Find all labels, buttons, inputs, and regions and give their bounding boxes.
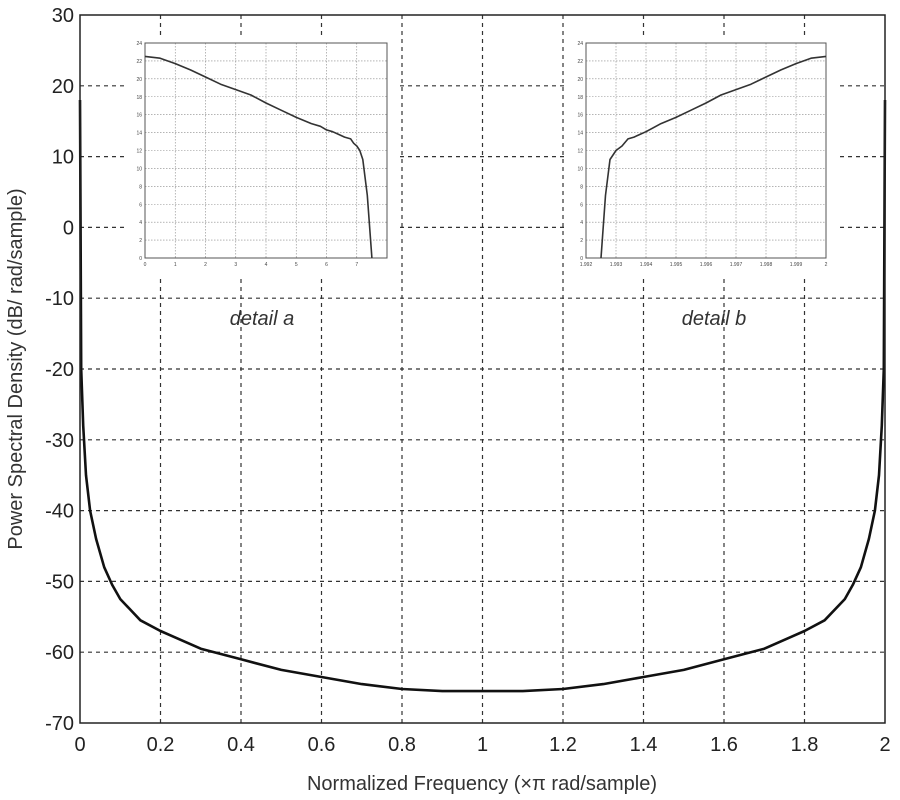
x-tick-labels: 0 0.2 0.4 0.6 0.8 1 1.2 1.4 1.6 1.8 2 — [74, 734, 890, 756]
psd-curve — [78, 99, 887, 693]
inset-frame — [585, 42, 827, 259]
main-series — [78, 99, 887, 693]
plot-frame — [79, 14, 886, 724]
x-tick-label: 0.2 — [147, 734, 175, 756]
y-tick-label: -10 — [45, 288, 74, 310]
y-tick-label: 0 — [63, 217, 74, 239]
inset-y-tick-label: 8 — [580, 184, 583, 190]
inset-x-tick-label: 1.992 — [580, 262, 593, 268]
inset-x-tick-label: 2 — [825, 262, 828, 268]
y-tick-label: 30 — [52, 5, 74, 27]
x-tick-label: 1.8 — [791, 734, 819, 756]
inset-y-tick-label: 6 — [580, 202, 583, 208]
inset-x-tick-label: 1.994 — [640, 262, 653, 268]
inset-x-tick-label: 1.993 — [610, 262, 623, 268]
inset-y-tick-label: 2 — [580, 238, 583, 244]
inset-y-tick-label: 20 — [136, 77, 142, 83]
y-tick-label: -50 — [45, 571, 74, 593]
inset-x-tick-label: 1 — [174, 262, 177, 268]
inset-x-tick-label: 5 — [295, 262, 298, 268]
inset-y-tick-label: 4 — [580, 220, 583, 226]
inset-y-tick-label: 24 — [136, 41, 142, 47]
inset-y-tick-label: 12 — [136, 149, 142, 155]
inset-detail-b: 1.992 1.993 1.994 1.995 1.996 1.997 1.998 1.999… — [568, 37, 838, 276]
inset-curve — [600, 55, 827, 259]
x-tick-label: 0.6 — [308, 734, 336, 756]
inset-curve — [144, 55, 373, 259]
inset-x-tick-label: 1.997 — [730, 262, 743, 268]
inset-y-tick-label: 8 — [139, 184, 142, 190]
x-tick-label: 0.4 — [227, 734, 255, 756]
inset-y-tick-label: 0 — [580, 256, 583, 262]
inset-y-tick-label: 6 — [139, 202, 142, 208]
y-tick-label: 20 — [52, 76, 74, 98]
inset-x-tick-label: 1.995 — [670, 262, 683, 268]
inset-x-tick-label: 2 — [204, 262, 207, 268]
inset-y-tick-label: 2 — [139, 238, 142, 244]
inset-x-tick-label: 1.998 — [760, 262, 773, 268]
y-tick-label: 10 — [52, 147, 74, 169]
x-tick-label: 2 — [879, 734, 890, 756]
inset-x-tick-label: 4 — [265, 262, 268, 268]
y-tick-label: -40 — [45, 501, 74, 523]
inset-y-tick-label: 20 — [577, 77, 583, 83]
inset-y-tick-label: 18 — [577, 95, 583, 101]
x-axis-label: Normalized Frequency (×π rad/sample) — [307, 773, 657, 795]
inset-x-tick-label: 0 — [144, 262, 147, 268]
x-tick-label: 0 — [74, 734, 85, 756]
inset-x-tick-label: 7 — [355, 262, 358, 268]
inset-x-tick-label: 1.996 — [700, 262, 713, 268]
inset-x-tick-label: 1.999 — [790, 262, 803, 268]
x-tick-label: 1 — [477, 734, 488, 756]
inset-y-tick-label: 14 — [577, 131, 583, 137]
inset-y-tick-label: 16 — [577, 113, 583, 119]
inset-y-tick-label: 14 — [136, 131, 142, 137]
y-tick-label: -30 — [45, 430, 74, 452]
x-tick-label: 0.8 — [388, 734, 416, 756]
inset-background — [568, 37, 838, 276]
inset-y-tick-label: 16 — [136, 113, 142, 119]
inset-background — [127, 37, 399, 276]
y-tick-label: -60 — [45, 642, 74, 664]
main-grid — [80, 15, 885, 723]
inset-y-tick-label: 18 — [136, 95, 142, 101]
inset-y-tick-label: 10 — [577, 166, 583, 172]
y-tick-labels: -70 -60 -50 -40 -30 -20 -10 0 10 20 30 — [45, 5, 74, 735]
inset-y-tick-label: 4 — [139, 220, 142, 226]
inset-x-tick-label: 3 — [234, 262, 237, 268]
inset-y-tick-label: 24 — [577, 41, 583, 47]
inset-y-tick-label: 22 — [136, 59, 142, 65]
y-axis-label: Power Spectral Density (dB/ rad/sample) — [5, 188, 27, 549]
inset-x-tick-label: 6 — [325, 262, 328, 268]
x-tick-label: 1.4 — [630, 734, 658, 756]
inset-y-tick-label: 12 — [577, 149, 583, 155]
inset-frame — [144, 42, 388, 259]
detail-a-label: detail a — [230, 308, 295, 330]
x-tick-label: 1.6 — [710, 734, 738, 756]
inset-y-tick-label: 0 — [139, 256, 142, 262]
y-tick-label: -20 — [45, 359, 74, 381]
y-tick-label: -70 — [45, 713, 74, 735]
inset-y-tick-label: 10 — [136, 166, 142, 172]
x-tick-label: 1.2 — [549, 734, 577, 756]
inset-y-tick-label: 22 — [577, 59, 583, 65]
detail-b-label: detail b — [682, 308, 747, 330]
